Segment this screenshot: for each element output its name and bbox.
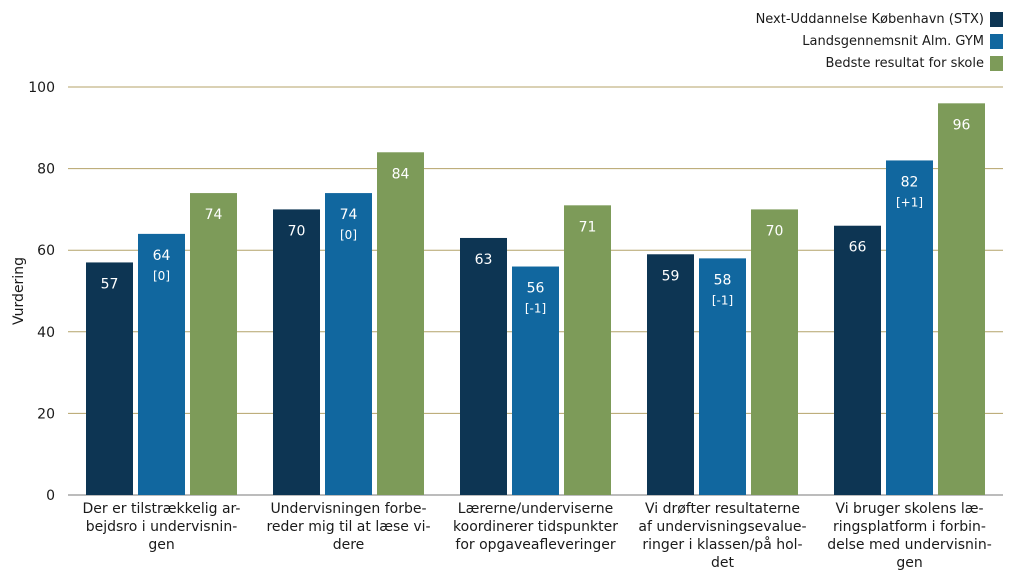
bar bbox=[699, 258, 746, 495]
bar bbox=[564, 205, 611, 495]
bar-value-label: 70 bbox=[288, 223, 306, 239]
bar bbox=[273, 209, 320, 495]
x-category-label: koordinerer tidspunkter bbox=[453, 519, 618, 535]
bar-value-label: 64 bbox=[153, 248, 171, 264]
legend-label: Next-Uddannelse København (STX) bbox=[755, 11, 984, 27]
legend-swatch bbox=[990, 33, 1003, 49]
legend-swatch bbox=[990, 11, 1003, 27]
legend-swatch bbox=[990, 55, 1003, 71]
legend-label: Landsgennemsnit Alm. GYM bbox=[802, 33, 984, 49]
bar-value-label: 58 bbox=[714, 272, 732, 288]
y-tick-label: 0 bbox=[46, 488, 55, 504]
bar-value-label: 74 bbox=[340, 207, 358, 223]
x-category-label: reder mig til at læse vi- bbox=[266, 519, 430, 535]
bar bbox=[325, 193, 372, 495]
bar-value-label: 57 bbox=[101, 276, 119, 292]
bar-value-label: 84 bbox=[392, 166, 410, 182]
legend-item-next: Next-Uddannelse København (STX) bbox=[756, 8, 1003, 30]
bar bbox=[190, 193, 237, 495]
x-category-label: Lærerne/underviserne bbox=[458, 501, 613, 517]
x-category-label: dere bbox=[333, 537, 365, 553]
bar bbox=[460, 237, 507, 495]
y-tick-label: 80 bbox=[37, 162, 55, 178]
bar-value-label: 70 bbox=[766, 223, 784, 239]
legend: Next-Uddannelse København (STX) Landsgen… bbox=[756, 8, 1003, 74]
x-category-label: Vi drøfter resultaterne bbox=[645, 501, 800, 517]
bar bbox=[751, 209, 798, 495]
legend-item-bedste: Bedste resultat for skole bbox=[756, 52, 1003, 74]
y-tick-label: 60 bbox=[37, 243, 55, 259]
y-tick-label: 100 bbox=[28, 80, 55, 96]
x-category-label: Vi bruger skolens læ- bbox=[835, 501, 983, 517]
x-category-label: for opgaveafleveringer bbox=[455, 537, 615, 553]
bar bbox=[377, 152, 424, 495]
bar-change-label: [-1] bbox=[712, 293, 733, 307]
y-tick-label: 20 bbox=[37, 406, 55, 422]
bar-value-label: 74 bbox=[205, 207, 223, 223]
bar bbox=[834, 225, 881, 495]
bar-change-label: [0] bbox=[340, 228, 357, 242]
bar-value-label: 71 bbox=[579, 219, 597, 235]
bar bbox=[512, 266, 559, 495]
bar bbox=[647, 254, 694, 495]
x-category-label: Der er tilstrækkelig ar- bbox=[83, 501, 241, 517]
bar-change-label: [-1] bbox=[525, 302, 546, 316]
x-category-label: ringer i klassen/på hol- bbox=[642, 536, 802, 553]
x-category-label: bejdsro i undervisnin- bbox=[86, 519, 238, 535]
bar-change-label: [0] bbox=[153, 269, 170, 283]
bar bbox=[938, 103, 985, 495]
x-category-label: delse med undervisnin- bbox=[827, 537, 992, 553]
bar-value-label: 82 bbox=[901, 174, 919, 190]
bar-change-label: [+1] bbox=[896, 195, 923, 209]
legend-item-landsgennemsnit: Landsgennemsnit Alm. GYM bbox=[756, 30, 1003, 52]
bar bbox=[86, 262, 133, 495]
bar-value-label: 59 bbox=[662, 268, 680, 284]
x-category-label: Undervisningen forbe- bbox=[270, 501, 426, 517]
legend-label: Bedste resultat for skole bbox=[825, 55, 984, 71]
y-axis-title: Vurdering bbox=[11, 257, 27, 325]
x-category-label: af undervisningsevalue- bbox=[638, 519, 806, 535]
x-category-label: gen bbox=[896, 555, 922, 571]
bar-value-label: 56 bbox=[527, 281, 545, 297]
x-category-label: ringsplatform i forbin- bbox=[833, 519, 986, 535]
bar-value-label: 63 bbox=[475, 252, 493, 268]
bar bbox=[886, 160, 933, 495]
bar bbox=[138, 233, 185, 495]
x-category-label: det bbox=[711, 555, 735, 571]
y-tick-label: 40 bbox=[37, 325, 55, 341]
bar-value-label: 96 bbox=[953, 117, 971, 133]
bar-value-label: 66 bbox=[849, 240, 867, 256]
x-category-label: gen bbox=[148, 537, 174, 553]
